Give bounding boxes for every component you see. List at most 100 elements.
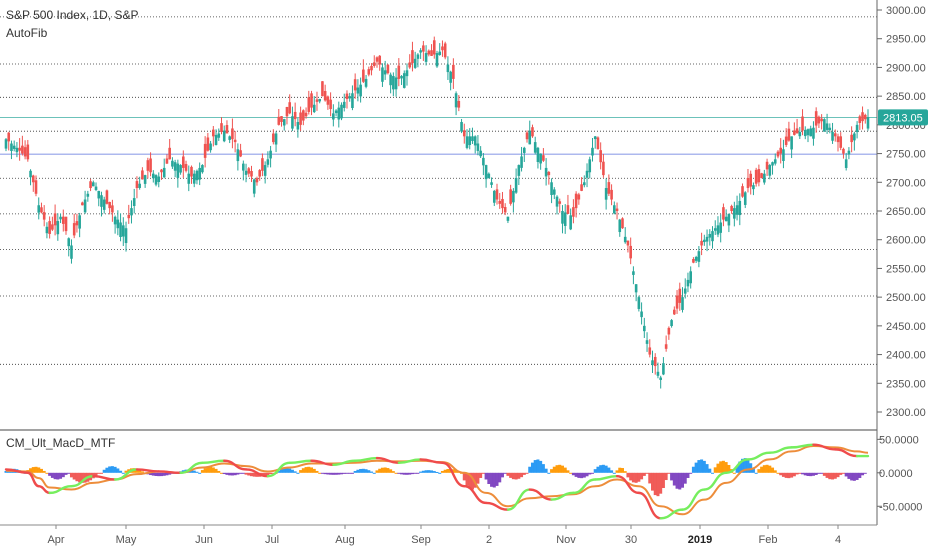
candle-body <box>255 178 259 183</box>
candle-body <box>779 147 783 154</box>
histogram-bar <box>806 472 810 476</box>
histogram-bar <box>203 468 207 473</box>
histogram-bar <box>299 470 303 473</box>
histogram-bar <box>563 467 567 473</box>
candle-body <box>340 104 343 119</box>
macd-line-segment <box>681 488 706 511</box>
candle-body <box>763 173 766 183</box>
candle-body <box>809 128 813 137</box>
histogram-bar <box>640 472 644 480</box>
histogram-bar <box>394 472 398 474</box>
histogram-bar <box>72 472 76 480</box>
candle-body <box>315 99 319 102</box>
histogram-bar <box>500 472 504 478</box>
histogram-bar <box>686 472 690 478</box>
histogram-bar <box>498 472 502 483</box>
candle-body <box>293 111 297 120</box>
candle-body <box>506 216 510 221</box>
candle-body <box>795 128 799 134</box>
histogram-bar <box>304 467 308 473</box>
candle-body <box>23 147 27 157</box>
time-axis-tick: Feb <box>759 534 778 546</box>
candle-body <box>544 167 548 177</box>
candle-body <box>555 196 559 207</box>
candle-body <box>111 205 114 213</box>
candle-body <box>225 125 229 134</box>
candle-body <box>457 100 461 108</box>
histogram-bar <box>544 468 548 473</box>
candle-body <box>812 127 815 139</box>
candle-body <box>509 189 512 204</box>
histogram-bar <box>419 471 423 473</box>
histogram-bar <box>380 467 384 473</box>
histogram-bar <box>610 470 614 473</box>
candle-body <box>528 130 532 145</box>
candle-body <box>531 127 534 137</box>
candle-body <box>569 215 572 230</box>
candle-body <box>495 189 499 200</box>
candle-body <box>116 219 120 229</box>
candle-body <box>427 50 431 55</box>
candle-body <box>793 130 796 135</box>
time-axis: Apr May Jun Jul Aug Sep 2 Nov 30 2019 Feb 4 <box>47 525 841 546</box>
candle-body <box>580 184 583 191</box>
histogram-bar <box>555 465 559 473</box>
signal-line <box>5 445 869 516</box>
candle-body <box>405 70 409 77</box>
candle-body <box>171 160 174 167</box>
candle-body <box>383 70 387 75</box>
histogram-bar <box>372 472 376 474</box>
histogram-bar <box>323 472 327 475</box>
histogram-bar <box>402 472 406 475</box>
histogram-bar <box>282 468 286 473</box>
histogram-bar <box>110 466 114 473</box>
macd-line-segment <box>550 491 575 501</box>
histogram-bar <box>790 472 794 478</box>
candle-body <box>135 181 139 189</box>
time-axis-tick: Aug <box>335 534 355 546</box>
macd-line-segment <box>768 446 793 454</box>
candle-body <box>471 136 474 141</box>
candle-body <box>132 198 136 206</box>
histogram-bar <box>672 472 676 486</box>
candle-body <box>825 123 829 130</box>
histogram-bar <box>751 468 755 473</box>
macd-line-segment <box>790 443 815 449</box>
histogram-bar <box>607 467 611 473</box>
macd-line-segment <box>506 488 531 511</box>
candle-body <box>285 107 289 117</box>
candle-body <box>727 213 731 226</box>
candlesticks <box>4 36 870 389</box>
histogram-bar <box>844 472 848 477</box>
candle-body <box>263 165 267 176</box>
fib-levels <box>0 16 877 365</box>
histogram-bar <box>661 472 665 489</box>
histogram-bar <box>149 472 153 476</box>
price-axis-tick: 2300.00 <box>886 407 926 419</box>
candle-body <box>252 179 256 194</box>
candle-body <box>700 240 703 246</box>
histogram-bar <box>421 470 425 473</box>
candle-body <box>664 344 668 349</box>
candle-body <box>656 371 660 376</box>
histogram-bar <box>119 470 123 473</box>
candle-body <box>195 170 199 181</box>
histogram-bar <box>29 468 33 473</box>
candle-body <box>574 193 578 209</box>
candle-body <box>629 245 632 259</box>
candle-body <box>108 201 111 209</box>
candle-body <box>673 309 676 315</box>
candle-body <box>4 139 8 149</box>
histogram-bar <box>801 472 805 475</box>
candle-body <box>517 165 521 176</box>
candle-body <box>266 159 270 165</box>
histogram-bar <box>334 472 338 475</box>
candle-body <box>637 297 641 309</box>
candle-body <box>858 116 862 123</box>
histogram-bar <box>168 472 172 475</box>
candle-body <box>97 190 101 199</box>
candle-body <box>441 46 444 51</box>
histogram-bar <box>397 472 401 474</box>
candle-body <box>711 231 714 242</box>
histogram-bar <box>651 472 654 491</box>
